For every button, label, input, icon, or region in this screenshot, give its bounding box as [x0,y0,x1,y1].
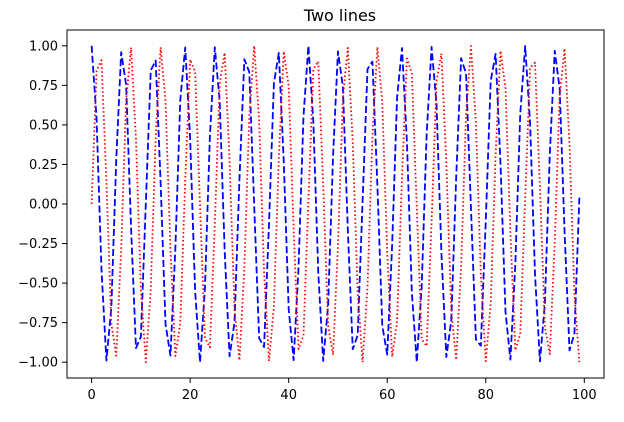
x-tick-label: 60 [379,388,396,403]
x-tick-label: 40 [280,388,297,403]
chart-title: Two lines [303,6,376,25]
y-tick-label: −1.00 [18,356,58,371]
x-tick-label: 100 [572,388,597,403]
y-tick-label: 0.50 [29,118,58,133]
y-tick-label: 0.25 [29,158,58,173]
y-tick-label: −0.25 [18,237,58,252]
y-tick-label: 0.75 [29,79,58,94]
x-axis: 0 20 40 60 80 100 [87,378,597,403]
x-tick-label: 0 [87,388,95,403]
y-tick-label: −0.50 [18,277,58,292]
y-axis: −1.00 −0.75 −0.50 −0.25 0.00 0.25 0.50 0.75 1.00 [18,39,67,371]
y-tick-label: 1.00 [29,39,58,54]
x-tick-label: 20 [182,388,199,403]
series-line-1 [90,44,581,364]
y-tick-label: 0.00 [29,198,58,213]
x-tick-label: 80 [477,388,494,403]
y-tick-label: −0.75 [18,316,58,331]
series-layer [90,44,581,364]
